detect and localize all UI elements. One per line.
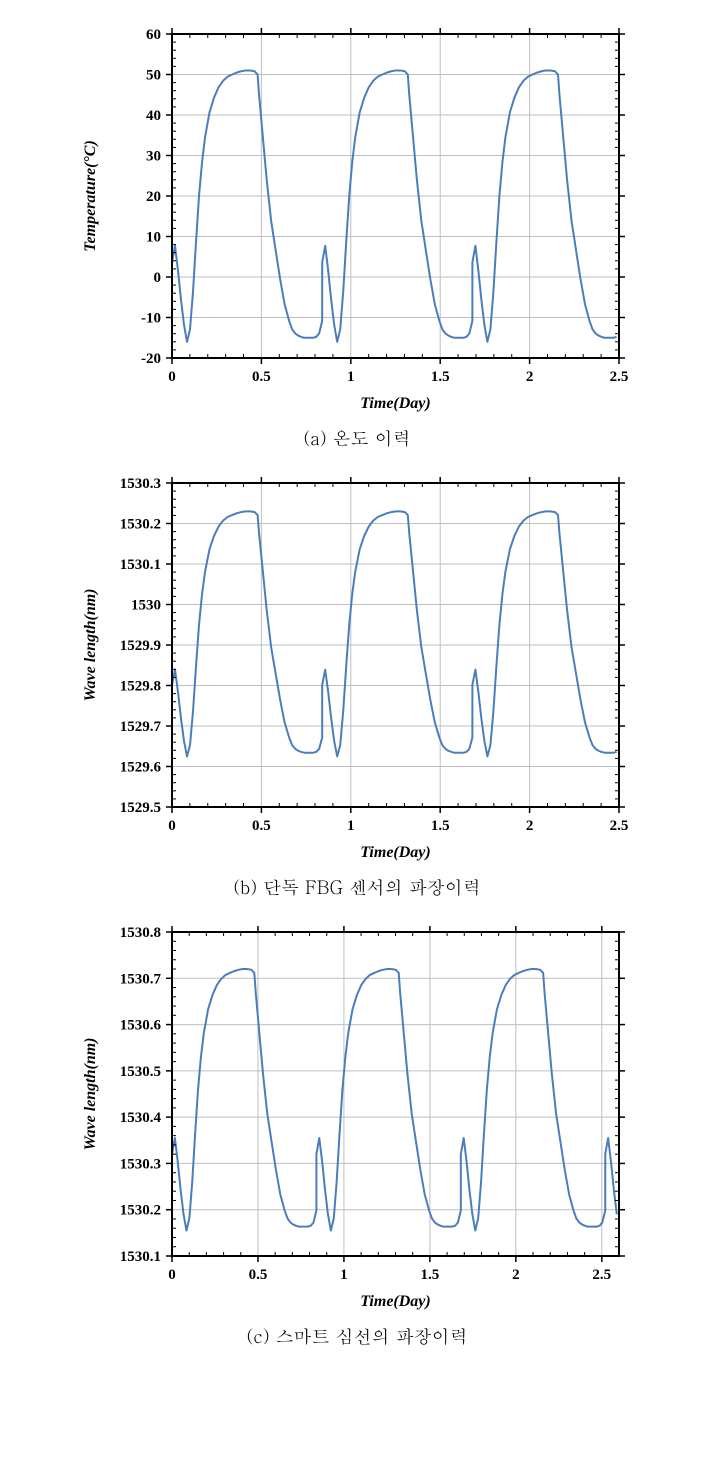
svg-text:40: 40 xyxy=(146,108,161,124)
caption-temperature: (a) 온도 이력 xyxy=(303,426,410,451)
chart-smart: 0 0.5 1 1.5 2 2.5 1530.1 1530.2 1530.3 1530.4 1530… xyxy=(77,918,637,1318)
svg-text:0: 0 xyxy=(154,270,162,286)
svg-text:0.5: 0.5 xyxy=(252,369,271,385)
svg-text:30: 30 xyxy=(146,149,161,165)
svg-text:1530.1: 1530.1 xyxy=(120,1249,161,1265)
svg-text:1530.2: 1530.2 xyxy=(120,517,161,533)
svg-text:1.5: 1.5 xyxy=(431,369,450,385)
svg-text:Time(Day): Time(Day) xyxy=(360,1293,430,1310)
svg-text:2: 2 xyxy=(526,818,534,834)
chart-block-temperature: 0 0.5 1 1.5 2 2.5 -20 -10 0 10 20 30 40 50 60 Time(Day)… xyxy=(77,20,637,451)
svg-text:1529.7: 1529.7 xyxy=(120,719,162,735)
chart-temperature: 0 0.5 1 1.5 2 2.5 -20 -10 0 10 20 30 40 50 60 Time(Day)… xyxy=(77,20,637,420)
svg-text:1530.3: 1530.3 xyxy=(120,476,161,492)
svg-text:50: 50 xyxy=(146,68,161,84)
svg-text:60: 60 xyxy=(146,27,161,43)
svg-text:10: 10 xyxy=(146,230,161,246)
svg-text:1530.3: 1530.3 xyxy=(120,1156,161,1172)
svg-text:2.5: 2.5 xyxy=(610,818,629,834)
caption-fbg: (b) 단독 FBG 센서의 파장이력 xyxy=(233,875,481,900)
svg-text:Temperature(°C): Temperature(°C) xyxy=(82,140,99,252)
svg-text:-20: -20 xyxy=(141,351,161,367)
svg-text:1: 1 xyxy=(347,818,355,834)
svg-text:0: 0 xyxy=(168,818,176,834)
svg-text:1530.6: 1530.6 xyxy=(120,1018,162,1034)
svg-text:0: 0 xyxy=(168,369,176,385)
svg-text:Time(Day): Time(Day) xyxy=(360,844,430,861)
svg-text:1529.5: 1529.5 xyxy=(120,800,161,816)
svg-text:Time(Day): Time(Day) xyxy=(360,395,430,412)
svg-text:1530.4: 1530.4 xyxy=(120,1110,162,1126)
svg-text:0.5: 0.5 xyxy=(252,818,271,834)
svg-text:1: 1 xyxy=(340,1267,348,1283)
svg-text:1530.5: 1530.5 xyxy=(120,1064,161,1080)
svg-text:0: 0 xyxy=(168,1267,176,1283)
svg-text:1.5: 1.5 xyxy=(431,818,450,834)
svg-text:2: 2 xyxy=(512,1267,520,1283)
svg-text:1530.7: 1530.7 xyxy=(120,971,162,987)
svg-text:20: 20 xyxy=(146,189,161,205)
svg-text:1.5: 1.5 xyxy=(421,1267,440,1283)
svg-text:1530.1: 1530.1 xyxy=(120,557,161,573)
svg-text:Wave length(nm): Wave length(nm) xyxy=(82,588,99,701)
chart-block-fbg: 0 0.5 1 1.5 2 2.5 1529.5 1529.6 1529.7 1529.8 1529… xyxy=(77,469,637,900)
svg-text:2.5: 2.5 xyxy=(592,1267,611,1283)
svg-text:1529.6: 1529.6 xyxy=(120,760,162,776)
svg-text:1530.2: 1530.2 xyxy=(120,1203,161,1219)
svg-text:1530.8: 1530.8 xyxy=(120,925,161,941)
chart-block-smart: 0 0.5 1 1.5 2 2.5 1530.1 1530.2 1530.3 1530.4 1530… xyxy=(77,918,637,1349)
svg-text:2: 2 xyxy=(526,369,534,385)
svg-text:0.5: 0.5 xyxy=(249,1267,268,1283)
svg-text:2.5: 2.5 xyxy=(610,369,629,385)
svg-text:-10: -10 xyxy=(141,311,161,327)
svg-text:1: 1 xyxy=(347,369,355,385)
caption-smart: (c) 스마트 심선의 파장이력 xyxy=(246,1324,467,1349)
svg-text:1530: 1530 xyxy=(131,598,161,614)
svg-text:1529.8: 1529.8 xyxy=(120,679,161,695)
svg-text:Wave length(nm): Wave length(nm) xyxy=(82,1037,99,1150)
chart-fbg: 0 0.5 1 1.5 2 2.5 1529.5 1529.6 1529.7 1529.8 1529… xyxy=(77,469,637,869)
svg-text:1529.9: 1529.9 xyxy=(120,638,161,654)
